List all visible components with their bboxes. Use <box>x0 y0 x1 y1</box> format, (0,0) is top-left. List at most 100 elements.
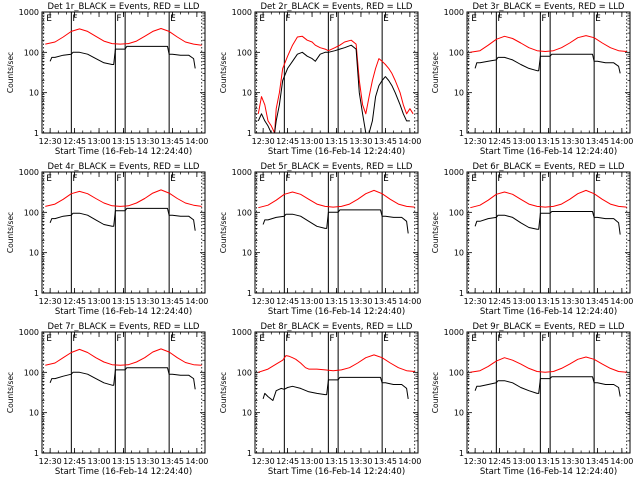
x-tick-label: 12:45 <box>488 457 511 466</box>
y-axis-label: Counts/sec <box>6 212 15 253</box>
x-tick-label: 12:45 <box>276 137 299 146</box>
x-tick-label: 12:45 <box>63 137 86 146</box>
interval-marker-label: E <box>46 14 52 24</box>
x-tick-label: 13:30 <box>349 137 372 146</box>
x-tick-label: 13:00 <box>513 297 536 306</box>
y-axis-label: Counts/sec <box>219 212 228 253</box>
x-tick-label: 13:45 <box>374 137 397 146</box>
interval-marker-label: F <box>541 14 546 24</box>
y-tick-label: 1000 <box>19 168 39 177</box>
panel-title: Det 5r_BLACK = Events, RED = LLD <box>261 162 413 172</box>
y-tick-label: 1 <box>247 129 252 138</box>
interval-marker-label: F <box>72 334 77 344</box>
panel-det-6: Det 6r_BLACK = Events, RED = LLD 1 10 100 10… <box>431 162 633 317</box>
interval-marker-label: F <box>116 174 121 184</box>
y-tick-label: 100 <box>24 48 39 57</box>
x-tick-label: 13:30 <box>561 297 584 306</box>
plot-frame <box>466 171 631 294</box>
series-events-line <box>474 376 621 397</box>
x-axis-label: Start Time (16-Feb-14 12:24:40) <box>55 307 192 317</box>
x-tick-label: 12:45 <box>63 457 86 466</box>
x-axis-label: Start Time (16-Feb-14 12:24:40) <box>268 147 405 157</box>
y-tick-label: 1000 <box>444 328 464 337</box>
interval-marker-label: E <box>383 334 389 344</box>
interval-marker-label: E <box>259 14 265 24</box>
panel-title: Det 1r_BLACK = Events, RED = LLD <box>48 2 200 12</box>
x-axis-label: Start Time (16-Feb-14 12:24:40) <box>480 147 617 157</box>
x-tick-label: 14:00 <box>610 137 633 146</box>
x-tick-label: 12:30 <box>39 457 62 466</box>
interval-marker-label: E <box>170 334 176 344</box>
y-tick-label: 10 <box>454 409 464 418</box>
interval-marker-label: E <box>471 14 477 24</box>
interval-marker-label: E <box>259 334 265 344</box>
y-tick-label: 100 <box>237 208 252 217</box>
series-lld-line <box>470 189 627 209</box>
x-axis-label: Start Time (16-Feb-14 12:24:40) <box>268 467 405 477</box>
y-tick-label: 100 <box>237 48 252 57</box>
x-tick-label: 13:45 <box>586 137 609 146</box>
series-events-line <box>474 211 621 235</box>
panel-det-9: Det 9r_BLACK = Events, RED = LLD 1 10 100 10… <box>431 322 633 477</box>
y-tick-label: 1000 <box>232 168 252 177</box>
y-tick-label: 10 <box>454 249 464 258</box>
panel-title: Det 9r_BLACK = Events, RED = LLD <box>473 322 625 332</box>
interval-marker-label: F <box>329 14 334 24</box>
series-lld-line <box>45 189 202 207</box>
x-tick-label: 14:00 <box>398 457 421 466</box>
y-tick-label: 1000 <box>232 328 252 337</box>
plot-frame <box>254 331 419 454</box>
x-tick-label: 12:45 <box>276 457 299 466</box>
panel-det-7: Det 7r_BLACK = Events, RED = LLD 1 10 100 10… <box>6 322 208 477</box>
interval-marker-label: E <box>170 14 176 24</box>
interval-marker-label: F <box>497 14 502 24</box>
interval-marker-label: F <box>329 174 334 184</box>
panel-title: Det 6r_BLACK = Events, RED = LLD <box>473 162 625 172</box>
interval-marker-label: E <box>259 174 265 184</box>
interval-marker-label: F <box>285 14 290 24</box>
y-tick-label: 100 <box>24 368 39 377</box>
plot-frame <box>254 11 419 134</box>
interval-marker-label: E <box>46 174 52 184</box>
x-tick-label: 13:00 <box>88 297 111 306</box>
x-tick-label: 12:30 <box>464 457 487 466</box>
y-tick-label: 1000 <box>19 8 39 17</box>
x-tick-label: 12:30 <box>39 297 62 306</box>
panel-title: Det 4r_BLACK = Events, RED = LLD <box>48 162 200 172</box>
x-tick-label: 13:15 <box>537 297 560 306</box>
panel-title: Det 3r_BLACK = Events, RED = LLD <box>473 2 625 12</box>
x-tick-label: 13:15 <box>537 457 560 466</box>
x-tick-label: 13:45 <box>161 297 184 306</box>
series-lld-line <box>258 189 415 209</box>
interval-marker-label: F <box>497 334 502 344</box>
series-events-line <box>49 367 196 390</box>
x-tick-label: 12:30 <box>464 297 487 306</box>
panel-det-2: Det 2r_BLACK = Events, RED = LLD 1 10 100 10… <box>219 2 421 157</box>
x-tick-label: 13:15 <box>325 457 348 466</box>
x-tick-label: 13:30 <box>561 457 584 466</box>
x-axis-label: Start Time (16-Feb-14 12:24:40) <box>268 307 405 317</box>
interval-marker-label: F <box>541 334 546 344</box>
interval-marker-label: F <box>285 174 290 184</box>
y-tick-label: 1000 <box>444 8 464 17</box>
plot-frame <box>41 331 206 454</box>
series-lld-line <box>45 28 202 46</box>
interval-marker-label: E <box>383 14 389 24</box>
x-tick-label: 14:00 <box>185 137 208 146</box>
interval-marker-label: E <box>595 14 601 24</box>
series-lld-line <box>258 354 415 373</box>
x-tick-label: 13:30 <box>349 457 372 466</box>
y-tick-label: 100 <box>24 208 39 217</box>
x-axis-label: Start Time (16-Feb-14 12:24:40) <box>480 307 617 317</box>
x-tick-label: 13:15 <box>325 297 348 306</box>
x-tick-label: 13:00 <box>513 137 536 146</box>
y-tick-label: 1 <box>459 289 464 298</box>
x-tick-label: 13:15 <box>112 457 135 466</box>
x-tick-label: 13:00 <box>301 297 324 306</box>
y-tick-label: 10 <box>242 409 252 418</box>
x-tick-label: 14:00 <box>610 297 633 306</box>
y-axis-label: Counts/sec <box>219 372 228 413</box>
interval-marker-label: F <box>72 174 77 184</box>
x-tick-label: 12:30 <box>252 137 275 146</box>
x-tick-label: 13:45 <box>161 457 184 466</box>
